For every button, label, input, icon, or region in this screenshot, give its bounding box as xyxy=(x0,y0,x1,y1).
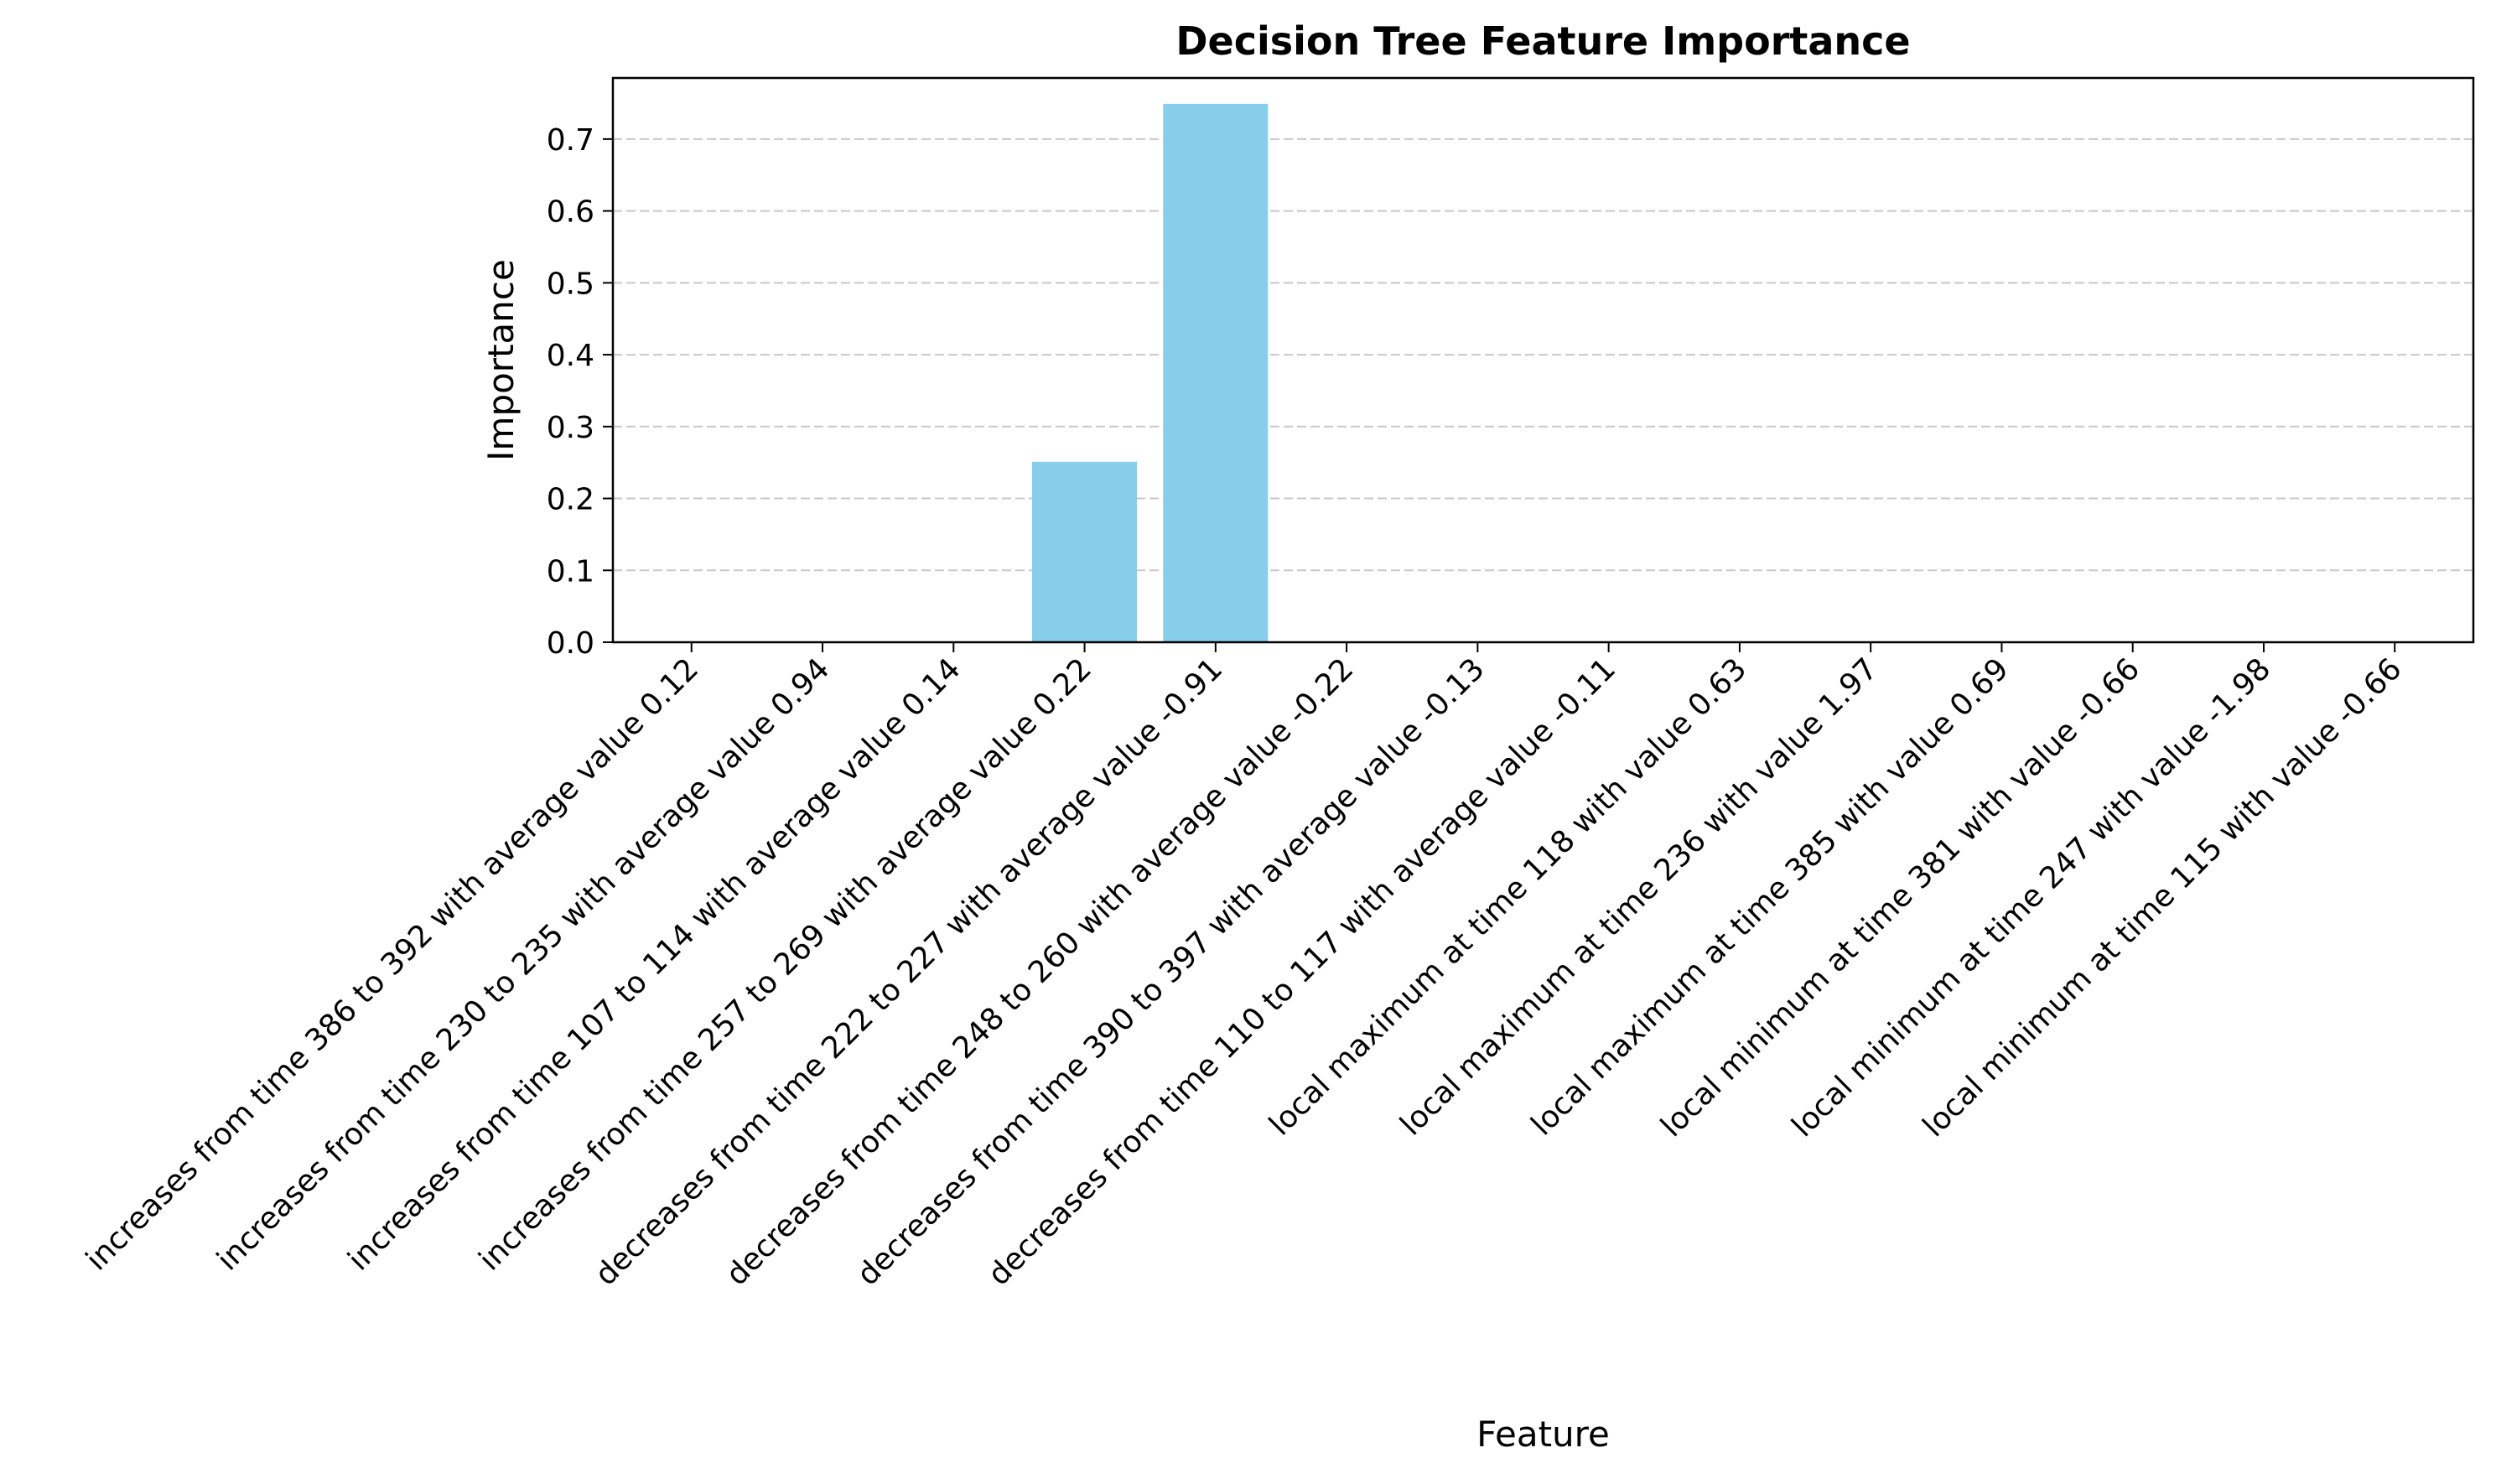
x-axis-label: Feature xyxy=(1476,1414,1610,1455)
y-tick-label: 0.6 xyxy=(547,195,594,230)
y-axis-label: Importance xyxy=(480,259,522,461)
y-tick-label: 0.0 xyxy=(547,626,594,661)
y-tick-label: 0.3 xyxy=(547,411,594,445)
bars xyxy=(1032,103,1269,642)
plot-frame xyxy=(611,76,2475,644)
y-gridlines xyxy=(613,138,2473,572)
bar xyxy=(1032,461,1138,642)
y-tick-label: 0.7 xyxy=(547,123,594,158)
y-tick-label: 0.5 xyxy=(547,267,594,301)
y-tick-label: 0.1 xyxy=(547,554,594,589)
bar xyxy=(1163,103,1269,642)
y-axis-ticks: 0.0 0.1 0.2 0.3 0.4 0.5 0.6 0.7 xyxy=(547,123,613,661)
y-tick-label: 0.4 xyxy=(547,339,594,373)
chart-title: Decision Tree Feature Importance xyxy=(1175,18,1910,64)
y-tick-label: 0.2 xyxy=(547,483,594,517)
